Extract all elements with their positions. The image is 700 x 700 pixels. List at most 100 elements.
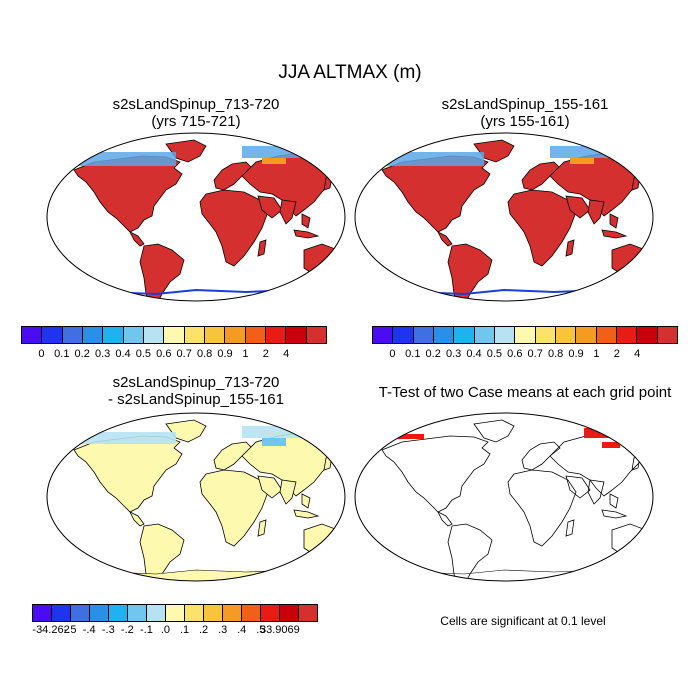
colorbar-top-left: [21, 326, 327, 344]
colorbar-tick-label: 0.1: [54, 348, 70, 360]
colorbar-box: [596, 327, 617, 343]
permafrost-zone: [262, 158, 286, 164]
main-title: JJA ALTMAX (m): [278, 62, 422, 83]
colorbar-tick-label: 0.8: [547, 348, 564, 360]
antarctica-outline: [47, 289, 345, 301]
colorbar-box: [515, 327, 536, 343]
colorbar-tick-label: -.1: [139, 624, 153, 636]
colorbar-box: [166, 605, 185, 621]
colorbar-tick-label: -34.262: [32, 624, 70, 636]
colorbar-box: [474, 327, 495, 343]
panel-title-line1: s2sLandSpinup_713-720: [112, 374, 280, 391]
colorbar-box: [535, 327, 556, 343]
colorbar-box: [225, 327, 246, 343]
colorbar-box: [123, 327, 144, 343]
colorbar-tick-label: 0.3: [445, 348, 462, 360]
colorbar-tick-label: 0.1: [405, 348, 421, 360]
antarctica-outline: [355, 569, 653, 581]
colorbar-box: [184, 327, 205, 343]
colorbar-tick-label: 2: [262, 348, 269, 360]
colorbar-tick-label: 2: [613, 348, 620, 360]
colorbar-box: [286, 327, 307, 343]
colorbar-tick-label: 0.2: [74, 348, 90, 360]
colorbar-tick-label: .3: [218, 624, 228, 636]
colorbar-labels-top-right: 0 0.1 0.2 0.3 0.4 0.5 0.6 0.7 0.8 0.9 1 2 4: [372, 348, 678, 362]
colorbar-tick-label: 0.7: [527, 348, 543, 360]
arctic-band-eurasia: [550, 146, 650, 158]
colorbar-tick-label: .2: [199, 624, 209, 636]
map-border: [46, 412, 346, 582]
colorbar-box: [62, 327, 83, 343]
colorbar-box: [576, 327, 597, 343]
colorbar-box: [242, 605, 261, 621]
colorbar-box: [393, 327, 414, 343]
colorbar-box: [373, 327, 394, 343]
map-top-left: [46, 132, 346, 302]
panel-title-line1: s2sLandSpinup_155-161: [441, 96, 609, 113]
map-border: [354, 132, 654, 302]
colorbar-tick-label: .4: [237, 624, 247, 636]
colorbar-tick-label: 0.9: [217, 348, 233, 360]
colorbar-box: [204, 327, 226, 343]
colorbar-diff: [32, 604, 318, 622]
colorbar-box: [433, 327, 455, 343]
panel-title-line2: (yrs 155-161): [480, 113, 570, 130]
colorbar-box: [555, 327, 577, 343]
colorbar-box: [22, 327, 43, 343]
colorbar-box: [33, 605, 52, 621]
antarctica-fill: [47, 569, 345, 581]
colorbar-box: [261, 605, 280, 621]
colorbar-box: [52, 605, 71, 621]
colorbar-tick-label: 4: [283, 348, 290, 360]
map-bottom-right: [354, 412, 654, 582]
panel-title-bottom-left: s2sLandSpinup_713-720 - s2sLandSpinup_15…: [46, 374, 346, 408]
colorbar-box: [413, 327, 434, 343]
colorbar-tick-label: 0.5: [486, 348, 503, 360]
colorbar-tick-label: 1: [593, 348, 600, 360]
colorbar-tick-label: .5: [256, 624, 266, 636]
colorbar-tick-label: 0.4: [466, 348, 482, 360]
colorbar-box: [280, 605, 299, 621]
map-border: [354, 412, 654, 582]
colorbar-tick-label: -.5: [63, 624, 77, 636]
colorbar-tick-label: 0.3: [94, 348, 111, 360]
permafrost-zone: [570, 158, 594, 164]
colorbar-box: [616, 327, 638, 343]
colorbar-box: [245, 327, 266, 343]
colorbar-tick-label: 4: [634, 348, 641, 360]
colorbar-box: [128, 605, 147, 621]
colorbar-box: [454, 327, 475, 343]
colorbar-box: [657, 327, 677, 343]
panel-title-bottom-right: T-Test of two Case means at each grid po…: [350, 384, 700, 401]
arctic-band-eurasia: [242, 426, 342, 438]
sig-cells-siberia: [584, 428, 624, 438]
colorbar-box: [204, 605, 223, 621]
colorbar-box: [306, 327, 326, 343]
panel-title-line2: - s2sLandSpinup_155-161: [108, 391, 284, 408]
colorbar-box: [71, 605, 90, 621]
colorbar-tick-label: 0.2: [425, 348, 441, 360]
map-bottom-left: [46, 412, 346, 582]
panel-title-line1: T-Test of two Case means at each grid po…: [378, 384, 672, 401]
panel-title-line2: (yrs 715-721): [151, 113, 241, 130]
colorbar-box: [147, 605, 166, 621]
colorbar-box: [223, 605, 242, 621]
colorbar-top-right: [372, 326, 678, 344]
arctic-band-americas: [66, 152, 176, 166]
significance-note: Cells are significant at 0.1 level: [440, 614, 606, 628]
diff-zone: [262, 438, 286, 446]
panel-title-line1: s2sLandSpinup_713-720: [112, 96, 280, 113]
colorbar-box: [265, 327, 287, 343]
antarctica-outline: [355, 289, 653, 301]
colorbar-box: [143, 327, 165, 343]
colorbar-labels-diff: -34.262 -.5 -.4 -.3 -.2 -.1 .0 .1 .2 .3 .4 .5 33.906…: [32, 624, 318, 638]
colorbar-tick-label: 0.8: [196, 348, 213, 360]
colorbar-tick-label: 0.9: [568, 348, 584, 360]
colorbar-tick-label: 33.9069: [259, 624, 300, 636]
colorbar-box: [637, 327, 658, 343]
map-border: [46, 132, 346, 302]
colorbar-tick-label: 1: [242, 348, 249, 360]
colorbar-box: [164, 327, 185, 343]
colorbar-tick-label: 0: [38, 348, 45, 360]
colorbar-tick-label: 0.4: [115, 348, 131, 360]
